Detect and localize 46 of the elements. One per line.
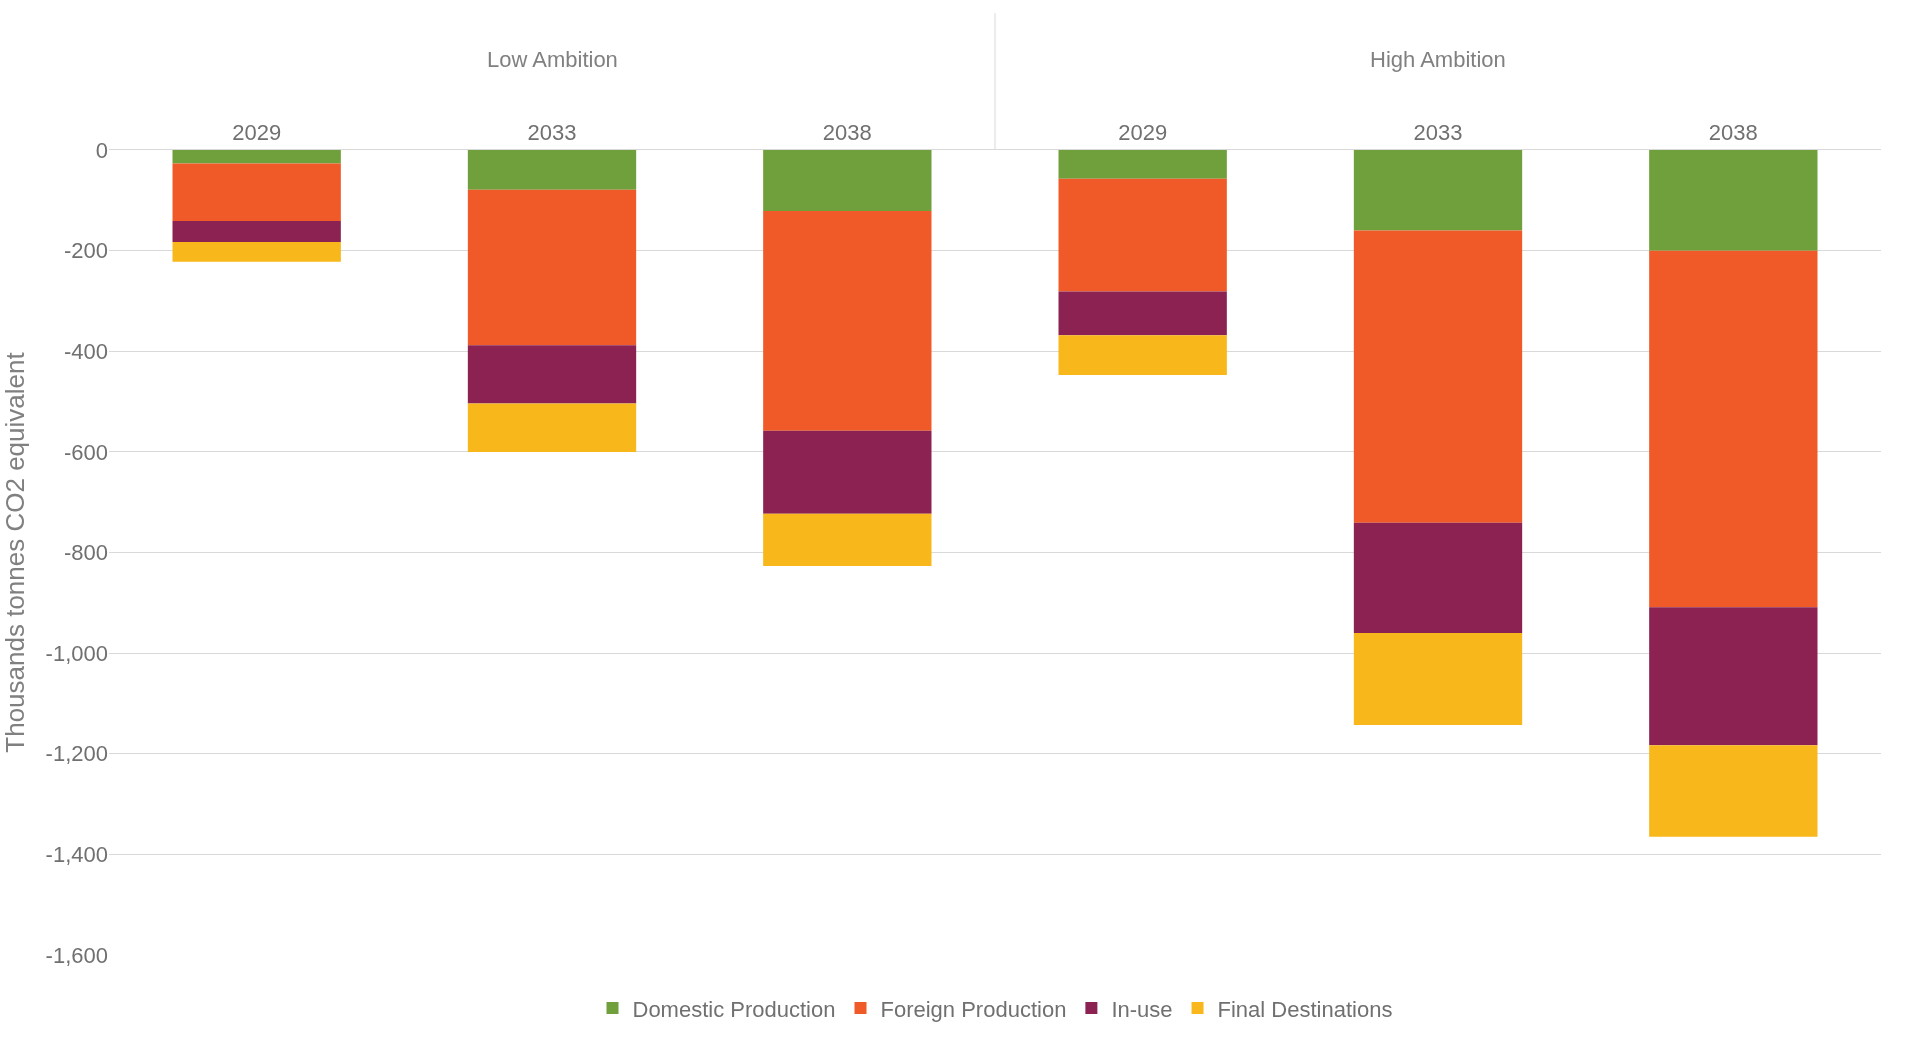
text: Low Ambition [487, 47, 618, 72]
bar [467, 150, 637, 190]
y-tick-label: 0 [95, 137, 108, 163]
legend-label: In-use [1111, 996, 1173, 1022]
bar [1058, 335, 1227, 375]
y-tick-label: -200 [63, 238, 108, 264]
bar [1353, 230, 1523, 523]
bar [1058, 291, 1227, 336]
bar [763, 430, 932, 514]
x-tick-label: 2029 [232, 120, 282, 146]
y-axis-title: Thousands tonnes CO2 equivalent [0, 351, 30, 753]
legend-label: Foreign Production [880, 996, 1067, 1022]
bar [172, 150, 341, 164]
y-tick-label: -400 [63, 338, 108, 364]
bar [1649, 745, 1818, 837]
y-tick-label: -600 [63, 439, 108, 465]
bar [172, 242, 341, 262]
bar [1649, 607, 1818, 746]
text: High Ambition [1370, 47, 1506, 72]
bar [172, 163, 341, 221]
bar [763, 210, 932, 431]
legend-label: Final Destinations [1217, 996, 1393, 1022]
y-tick-label: -1,400 [45, 842, 108, 868]
bar [1649, 150, 1818, 251]
x-tick-label: 2038 [1708, 120, 1758, 146]
bar [467, 403, 637, 452]
bar [1353, 522, 1523, 633]
y-tick-label: -1,000 [45, 640, 108, 666]
x-tick-label: 2033 [1413, 120, 1463, 146]
x-tick-label: 2033 [527, 120, 577, 146]
legend-label: Domestic Production [632, 996, 836, 1022]
bar [763, 150, 932, 211]
bar [172, 220, 341, 243]
bar [1649, 250, 1818, 608]
y-tick-label: -1,600 [45, 942, 108, 968]
bar [763, 513, 932, 567]
bar [1058, 150, 1227, 179]
bar [467, 345, 637, 404]
bar [467, 189, 637, 346]
x-tick-label: 2029 [1118, 120, 1168, 146]
x-tick-label: 2038 [822, 120, 872, 146]
bar [1353, 633, 1523, 726]
y-tick-label: -800 [63, 540, 108, 566]
y-tick-label: -1,200 [45, 741, 108, 767]
bar [1353, 150, 1523, 231]
bar [1058, 178, 1227, 292]
